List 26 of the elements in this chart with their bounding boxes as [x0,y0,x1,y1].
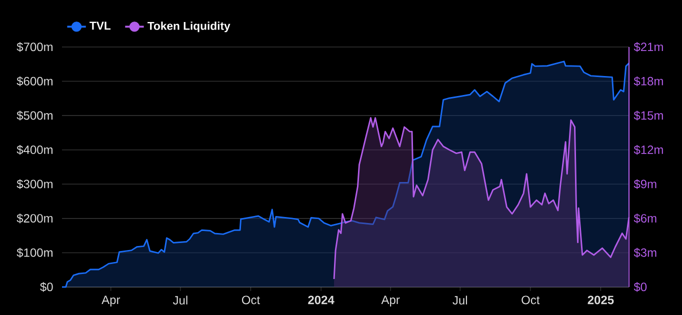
x-tick-label: Jul [452,296,467,305]
x-tick-label: 2024 [308,296,334,304]
legend-label: Token Liquidity [148,22,230,32]
x-tick-label: Oct [242,296,260,304]
y2-tick-label: $21m [634,42,663,52]
y-tick-label: $500m [16,110,52,120]
y2-tick-label: $6m [634,214,656,224]
y-tick-label: $300m [16,179,52,190]
y-tick-label: $100m [16,248,52,258]
y2-tick-label: $3m [634,248,656,258]
legend-label: TVL [90,22,111,30]
y2-tick-label: $18m [634,76,663,86]
x-tick-label: Oct [522,296,540,304]
y2-tick-label: $0 [634,282,647,292]
y2-tick-label: $12m [634,144,663,155]
x-tick-label: 2025 [588,296,614,304]
y2-tick-label: $15m [634,110,663,120]
y-tick-label: $600m [16,76,52,86]
x-tick-label: Apr [102,296,120,306]
y-tick-label: $0 [40,282,53,292]
y-tick-label: $700m [16,42,52,52]
x-tick-label: Apr [381,296,400,306]
y-tick-label: $200m [16,214,52,224]
y2-tick-label: $9m [634,179,656,190]
x-tick-label: Jul [172,296,188,305]
y-tick-label: $400m [16,144,52,155]
